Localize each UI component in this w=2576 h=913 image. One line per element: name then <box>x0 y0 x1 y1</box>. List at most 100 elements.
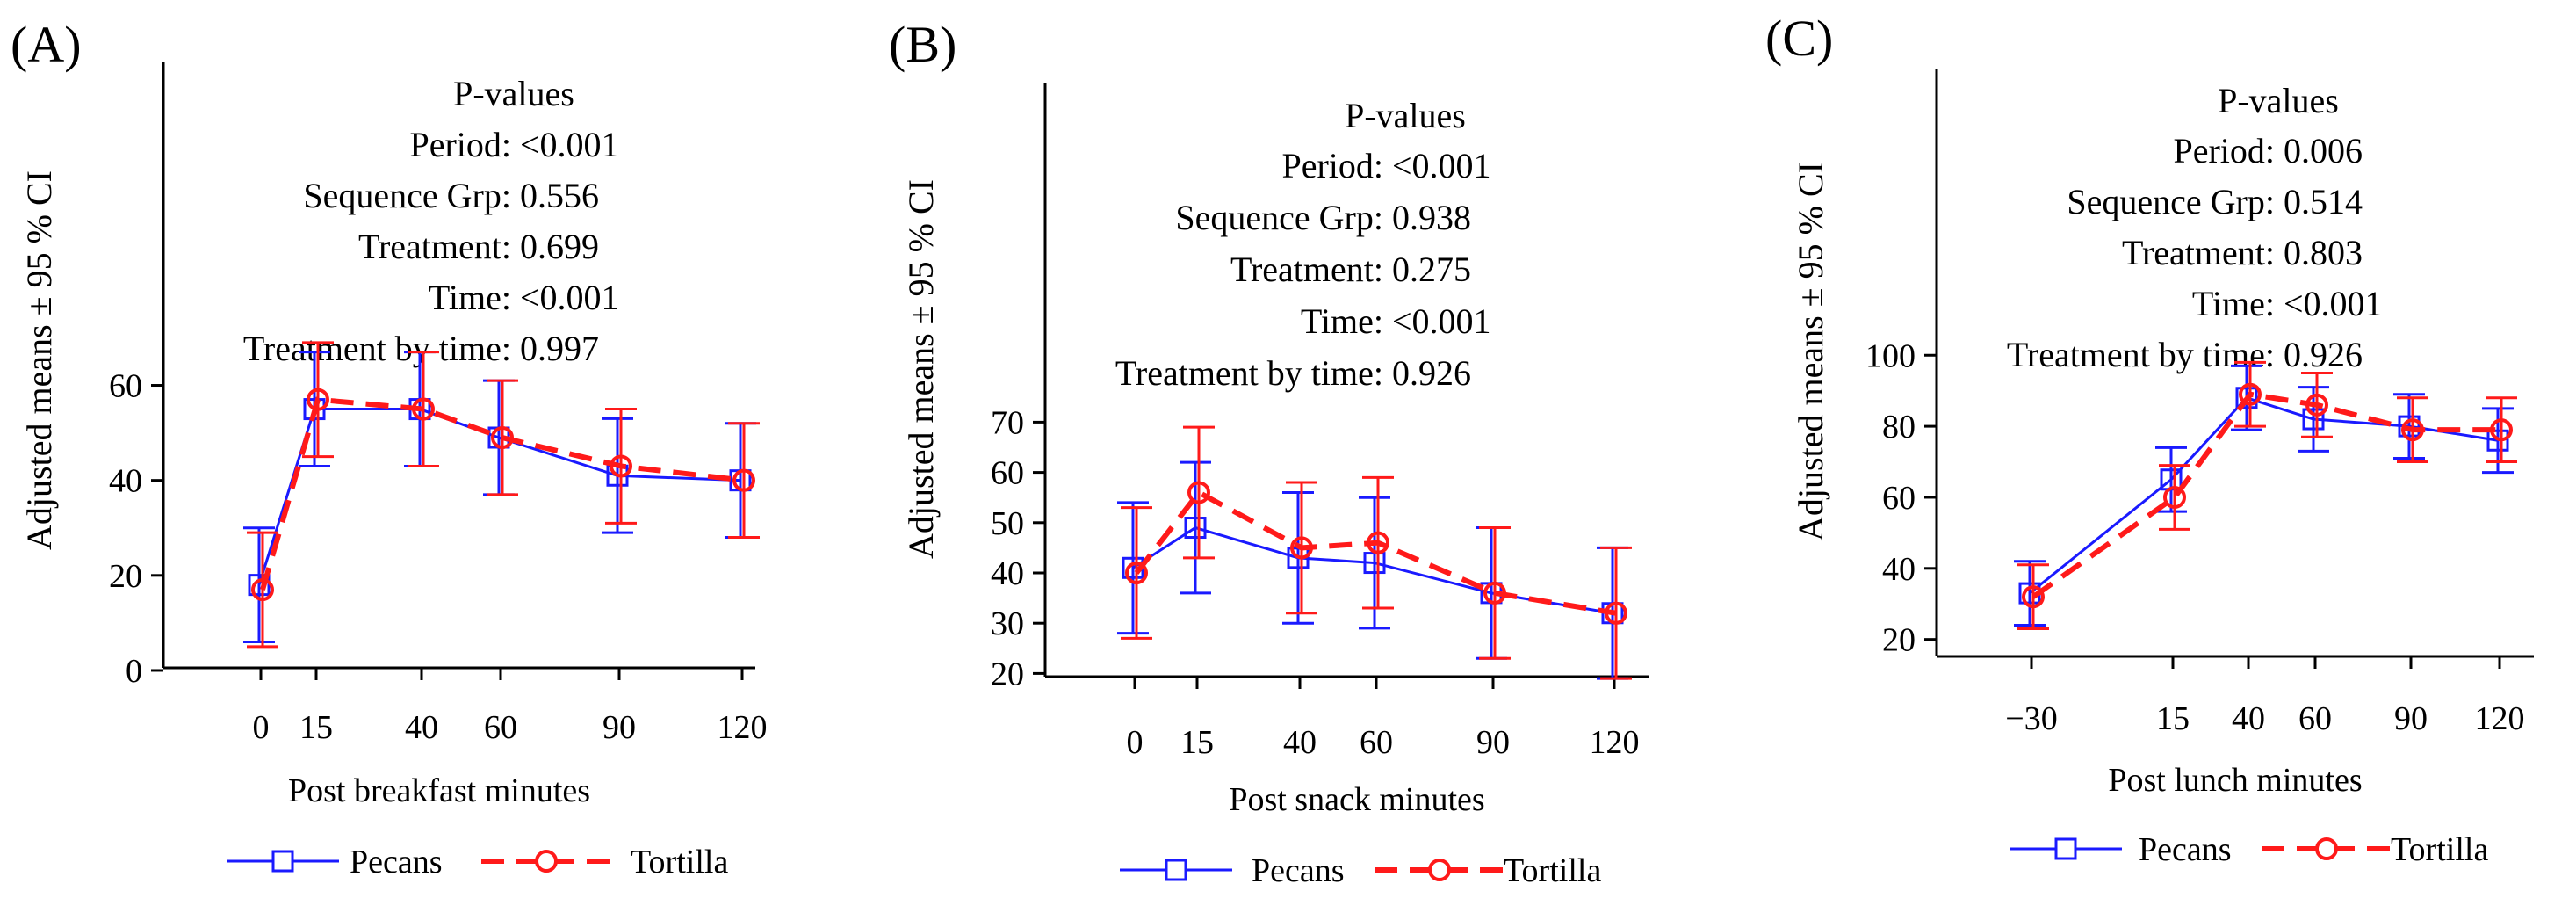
data-point-tortilla <box>610 454 632 478</box>
pvalue-value: <0.001 <box>520 278 619 317</box>
pvalue-value: <0.001 <box>520 125 619 164</box>
data-point-tortilla <box>1187 481 1210 504</box>
pvalue-label: Treatment: <box>2122 233 2275 272</box>
pvalue-value: 0.938 <box>1392 198 1471 237</box>
y-tick-label: 80 <box>1882 409 1916 446</box>
pvalue-label: Time: <box>1301 301 1383 341</box>
y-tick-label: 60 <box>109 368 142 405</box>
data-point-tortilla <box>412 397 435 421</box>
legend-label-pecans: Pecans <box>1252 852 1345 889</box>
data-point-tortilla <box>732 468 755 492</box>
y-axis-label: Adjusted means ± 95 % CI <box>901 179 941 559</box>
x-tick-label: 60 <box>2298 700 2332 737</box>
data-point-tortilla <box>2239 382 2262 406</box>
legend-marker-pecans <box>2054 837 2077 860</box>
y-tick-label: 70 <box>991 404 1024 441</box>
x-tick-label: 90 <box>1476 724 1510 761</box>
pvalue-label: Treatment by time: <box>1115 353 1383 393</box>
legend-label-pecans: Pecans <box>2139 831 2232 868</box>
x-tick-label: 40 <box>2232 700 2265 737</box>
data-point-tortilla <box>2305 393 2328 417</box>
legend-label-tortilla: Tortilla <box>2391 831 2488 868</box>
pvalue-label: Period: <box>2173 131 2275 170</box>
pvalue-value: <0.001 <box>2284 284 2383 323</box>
data-point-tortilla <box>1290 536 1313 560</box>
pvalue-label: Time: <box>429 278 511 317</box>
pvalue-label: Sequence Grp: <box>1175 198 1383 237</box>
y-tick-label: 100 <box>1865 337 1916 374</box>
data-point-tortilla <box>2163 485 2186 509</box>
y-tick-label: 60 <box>991 455 1024 492</box>
x-tick-label: 40 <box>1283 724 1317 761</box>
pvalue-label: Sequence Grp: <box>2067 182 2275 221</box>
data-point-pecans <box>2486 429 2509 452</box>
pvalue-label: Treatment by time: <box>2007 335 2275 374</box>
y-tick-label: 0 <box>126 653 142 690</box>
legend-label-tortilla: Tortilla <box>1504 852 1601 889</box>
x-tick-label: 90 <box>2394 700 2428 737</box>
y-axis-label: Adjusted means ± 95 % CI <box>1791 162 1830 541</box>
series-line-tortilla <box>260 396 745 591</box>
data-point-tortilla <box>251 578 274 602</box>
x-tick-label: 15 <box>299 709 333 746</box>
pvalues-title: P-values <box>453 74 574 113</box>
pvalue-value: 0.699 <box>520 227 599 266</box>
y-tick-label: 20 <box>1882 622 1916 659</box>
panel-label: (B) <box>889 16 956 73</box>
pvalues-title: P-values <box>2218 81 2339 120</box>
x-tick-label: 60 <box>484 709 517 746</box>
y-tick-label: 40 <box>109 463 142 500</box>
data-point-tortilla <box>2401 418 2424 442</box>
data-point-pecans <box>2235 387 2258 409</box>
pvalue-label: Treatment by time: <box>243 329 511 368</box>
x-tick-label: 40 <box>405 709 438 746</box>
x-tick-label: 0 <box>1127 724 1144 761</box>
data-point-tortilla <box>491 426 514 449</box>
legend-marker-tortilla <box>535 850 558 873</box>
legend-marker-pecans <box>271 850 294 873</box>
x-tick-label: 15 <box>2156 700 2190 737</box>
legend-marker-pecans <box>1165 859 1187 881</box>
data-point-pecans <box>2302 408 2325 431</box>
y-tick-label: 60 <box>1882 480 1916 517</box>
y-tick-label: 20 <box>109 558 142 595</box>
y-tick-label: 30 <box>991 605 1024 642</box>
data-point-pecans <box>1184 517 1207 540</box>
pvalue-value: <0.001 <box>1392 146 1491 185</box>
x-tick-label: 120 <box>1590 724 1640 761</box>
legend-marker-tortilla <box>2315 837 2338 860</box>
x-tick-label: 0 <box>253 709 270 746</box>
data-point-tortilla <box>307 388 329 411</box>
data-point-pecans <box>248 574 271 597</box>
data-point-tortilla <box>2490 418 2513 442</box>
pvalue-label: Treatment: <box>358 227 511 266</box>
y-tick-label: 20 <box>991 656 1024 692</box>
pvalue-value: 0.006 <box>2284 131 2363 170</box>
x-tick-label: 120 <box>2475 700 2525 737</box>
pvalue-label: Period: <box>409 125 511 164</box>
panel-label: (C) <box>1765 10 1833 67</box>
pvalue-value: 0.514 <box>2284 182 2363 221</box>
pvalue-value: 0.556 <box>520 176 599 215</box>
pvalue-value: 0.926 <box>1392 353 1471 393</box>
pvalue-value: <0.001 <box>1392 301 1491 341</box>
legend-label-pecans: Pecans <box>350 844 443 880</box>
pvalue-value: 0.803 <box>2284 233 2363 272</box>
panel-label: (A) <box>11 16 82 73</box>
data-point-tortilla <box>2022 585 2045 609</box>
x-tick-label: 120 <box>718 709 768 746</box>
pvalue-label: Sequence Grp: <box>303 176 511 215</box>
x-axis-label: Post breakfast minutes <box>288 772 590 809</box>
pvalue-value: 0.275 <box>1392 250 1471 289</box>
pvalue-value: 0.997 <box>520 329 599 368</box>
data-point-pecans <box>2398 415 2421 438</box>
y-axis-label: Adjusted means ± 95 % CI <box>19 170 59 550</box>
data-point-tortilla <box>1125 562 1148 584</box>
series-line-tortilla <box>1134 489 1617 616</box>
x-axis-label: Post lunch minutes <box>2108 762 2362 799</box>
x-tick-label: 15 <box>1180 724 1214 761</box>
series-line-tortilla <box>2031 391 2501 599</box>
pvalue-value: 0.926 <box>2284 335 2363 374</box>
